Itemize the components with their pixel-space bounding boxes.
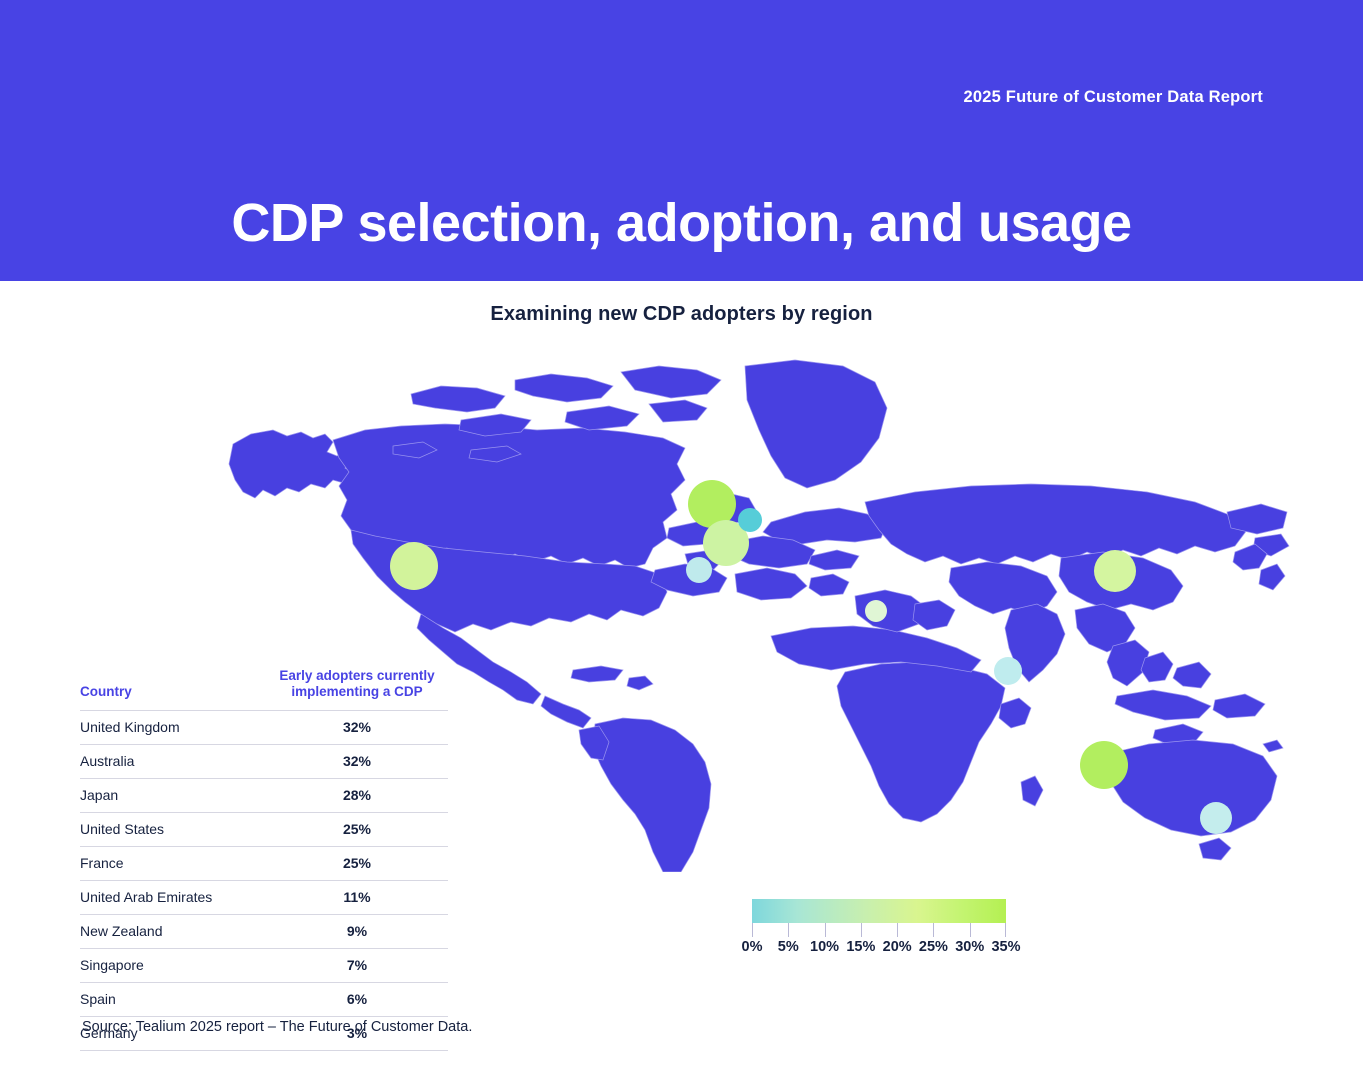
legend-tick-label: 35% bbox=[991, 939, 1021, 955]
header-band: 2025 Future of Customer Data Report CDP … bbox=[0, 0, 1363, 281]
legend-tick bbox=[824, 923, 826, 937]
cell-value: 7% bbox=[266, 947, 448, 983]
table-row: Australia 32% bbox=[80, 743, 448, 779]
adopters-table: Country Early adopters currently impleme… bbox=[80, 668, 448, 1051]
table-row: United States 25% bbox=[80, 811, 448, 847]
cell-value: 32% bbox=[266, 709, 448, 745]
cell-value: 28% bbox=[266, 777, 448, 813]
cell-country: Singapore bbox=[80, 947, 266, 983]
legend-tick-labels: 0% 5% 10% 15% 20% 25% 30% 35% bbox=[742, 939, 1021, 959]
legend-tick-label: 30% bbox=[955, 939, 985, 955]
cell-value: 6% bbox=[266, 981, 448, 1017]
cell-country: United Arab Emirates bbox=[80, 879, 266, 915]
legend-tick-label: 15% bbox=[846, 939, 876, 955]
table-body: United Kingdom 32% Australia 32% Japan 28% Uni… bbox=[80, 709, 448, 1051]
table-row: United Arab Emirates 11% bbox=[80, 879, 448, 915]
table-row: Germany 3% bbox=[80, 1015, 448, 1051]
table-row: Spain 6% bbox=[80, 981, 448, 1017]
cell-country: United States bbox=[80, 811, 266, 847]
report-label: 2025 Future of Customer Data Report bbox=[963, 88, 1263, 106]
table-row: New Zealand 9% bbox=[80, 913, 448, 949]
cell-country: France bbox=[80, 845, 266, 881]
cell-value: 25% bbox=[266, 811, 448, 847]
table-row: United Kingdom 32% bbox=[80, 709, 448, 745]
legend-tick-label: 25% bbox=[918, 939, 948, 955]
cell-country: Japan bbox=[80, 777, 266, 813]
color-scale-legend: 0% 5% 10% 15% 20% 25% 30% 35% bbox=[742, 899, 1021, 959]
page-title: CDP selection, adoption, and usage bbox=[231, 193, 1132, 253]
cell-country: Australia bbox=[80, 743, 266, 779]
column-header-value: Early adopters currently implementing a … bbox=[279, 668, 435, 700]
legend-tick-label: 10% bbox=[810, 939, 840, 955]
cell-value: 9% bbox=[266, 913, 448, 949]
table-head: Country Early adopters currently impleme… bbox=[80, 668, 448, 710]
cell-value: 11% bbox=[266, 879, 448, 915]
legend-tick-label: 20% bbox=[882, 939, 912, 955]
legend-tick bbox=[1005, 923, 1006, 937]
legend-tick-label: 5% bbox=[777, 939, 799, 955]
legend-tick-label: 0% bbox=[741, 939, 763, 955]
table-header-row: Country Early adopters currently impleme… bbox=[80, 668, 448, 710]
source-note: Source: Tealium 2025 report – The Future… bbox=[82, 1019, 473, 1035]
legend-tick bbox=[752, 923, 753, 937]
column-header-country: Country bbox=[80, 684, 132, 700]
legend-tick bbox=[969, 923, 971, 937]
cell-value: 3% bbox=[266, 1015, 448, 1051]
legend-tick-marks bbox=[752, 923, 1006, 937]
table-row: France 25% bbox=[80, 845, 448, 881]
legend-tick bbox=[788, 923, 790, 937]
cell-country: Germany bbox=[80, 1015, 266, 1051]
cell-country: Spain bbox=[80, 981, 266, 1017]
chart-subtitle: Examining new CDP adopters by region bbox=[490, 303, 873, 325]
table-row: Japan 28% bbox=[80, 777, 448, 813]
legend-tick bbox=[897, 923, 899, 937]
cell-value: 25% bbox=[266, 845, 448, 881]
cell-country: New Zealand bbox=[80, 913, 266, 949]
table-row: Singapore 7% bbox=[80, 947, 448, 983]
legend-gradient-bar bbox=[752, 899, 1006, 923]
cell-value: 32% bbox=[266, 743, 448, 779]
cell-country: United Kingdom bbox=[80, 709, 266, 745]
legend-tick bbox=[860, 923, 862, 937]
legend-tick bbox=[933, 923, 935, 937]
